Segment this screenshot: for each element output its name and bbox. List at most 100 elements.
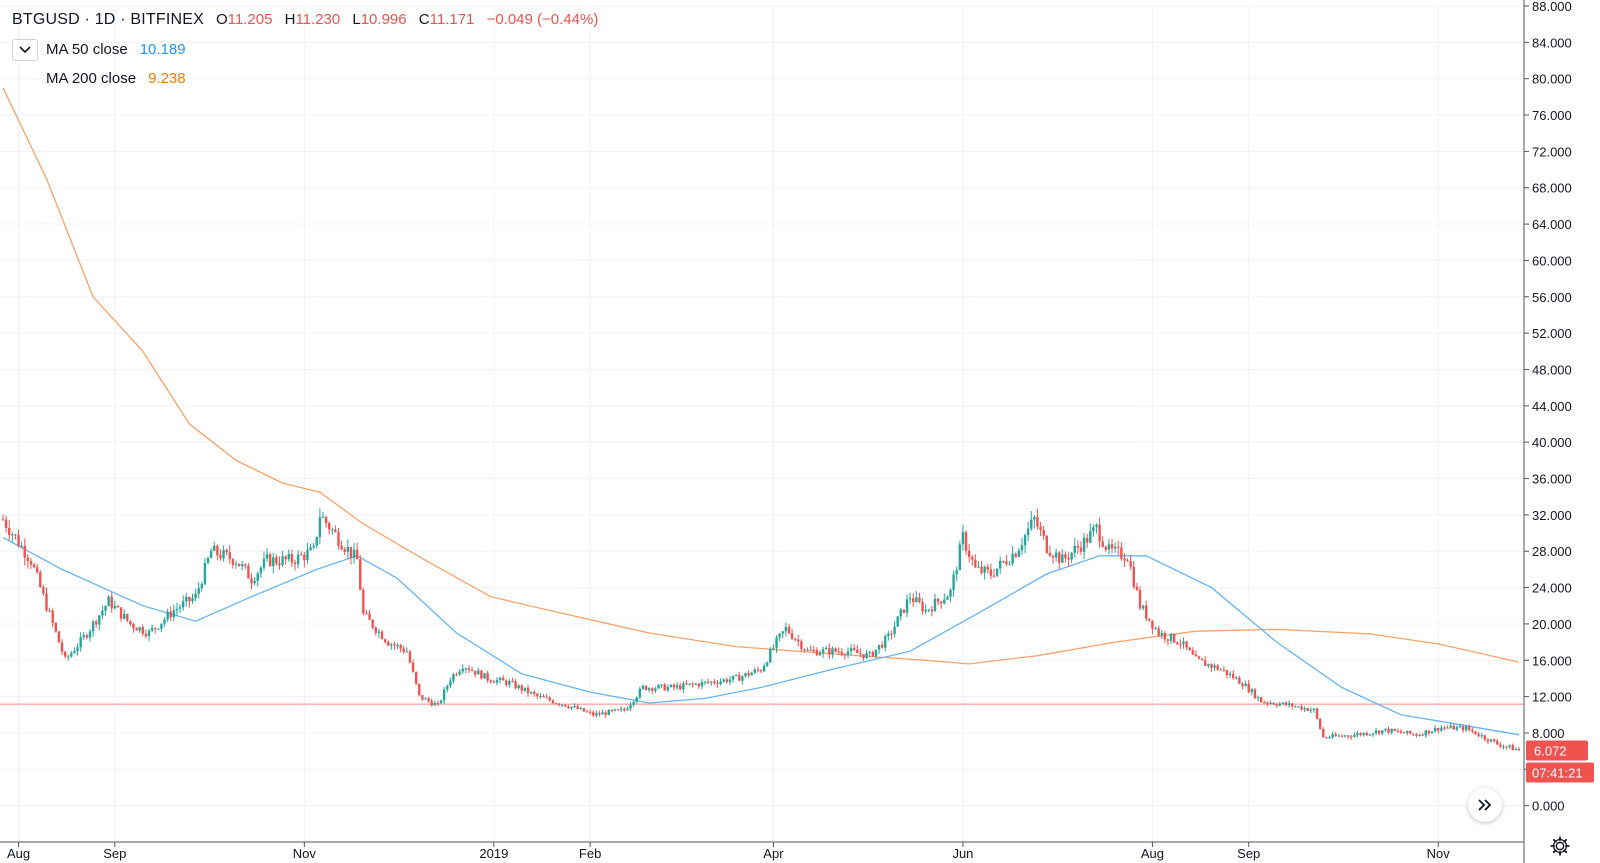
candle-body <box>1365 732 1368 736</box>
ma50-value: 10.189 <box>139 41 186 58</box>
candle-body <box>551 700 555 704</box>
candle-body <box>1197 656 1201 659</box>
countdown-text: 07:41:21 <box>1532 765 1583 780</box>
candle-body <box>8 527 11 536</box>
candle-body <box>79 637 82 648</box>
candle-body <box>166 611 169 620</box>
candle-body <box>1101 541 1104 547</box>
candle-body <box>1045 535 1049 553</box>
x-tick-label: Aug <box>7 846 30 861</box>
candle-body <box>523 687 527 691</box>
candle-body <box>750 672 753 676</box>
candle-body <box>1110 544 1114 549</box>
candle-body <box>1014 553 1017 557</box>
candle-body <box>197 588 200 594</box>
candle-body <box>703 681 707 683</box>
candle-body <box>1231 673 1235 679</box>
candle-body <box>927 609 930 611</box>
candle-body <box>418 683 421 696</box>
candle-body <box>790 633 794 639</box>
candle-body <box>200 584 204 589</box>
candle-body <box>1396 730 1400 732</box>
gear-icon[interactable] <box>1549 835 1571 857</box>
candle-body <box>119 607 123 619</box>
candle-body <box>67 656 70 658</box>
candle-body <box>1427 730 1431 734</box>
candle-body <box>194 593 197 598</box>
candle-body <box>685 683 688 685</box>
candle-body <box>1390 728 1393 733</box>
candle-body <box>1440 727 1443 731</box>
candle-body <box>1213 665 1216 668</box>
candle-body <box>1247 683 1250 693</box>
candle-body <box>1241 683 1244 687</box>
candle-body <box>1048 552 1052 556</box>
candle-body <box>610 709 614 711</box>
candle-body <box>1468 726 1471 730</box>
candle-body <box>387 642 390 646</box>
scroll-to-realtime-button[interactable] <box>1468 788 1502 822</box>
candle-body <box>1300 706 1303 710</box>
candle-body <box>1433 727 1437 732</box>
candle-body <box>1253 689 1257 699</box>
candle-body <box>293 562 297 565</box>
candle-body <box>952 574 955 590</box>
candle-body <box>455 674 458 676</box>
candle-body <box>1312 708 1316 711</box>
candle-body <box>303 554 306 561</box>
double-chevron-right-icon <box>1478 799 1492 811</box>
candle-body <box>601 712 604 715</box>
candle-body <box>1412 733 1415 735</box>
candle-body <box>390 644 393 646</box>
candle-body <box>1318 718 1322 729</box>
candle-body <box>76 647 79 652</box>
candle-body <box>1331 734 1334 738</box>
high-value: 11.230 <box>295 11 341 28</box>
candle-body <box>657 685 660 689</box>
y-tick-label: 56.000 <box>1532 290 1572 305</box>
candle-body <box>1172 633 1176 643</box>
candle-body <box>576 706 579 710</box>
candle-body <box>1256 697 1260 699</box>
candle-body <box>706 681 710 683</box>
candle-body <box>775 637 778 648</box>
x-axis-ticks: Aug Sep Nov 2019 Feb Apr Jun Aug Sep Nov <box>7 842 1450 861</box>
candle-body <box>371 619 374 628</box>
candle-body <box>1350 736 1353 738</box>
candle-body <box>520 685 523 691</box>
candle-body <box>57 631 61 643</box>
candle-body <box>731 675 735 680</box>
candle-body <box>1207 664 1210 666</box>
candle-body <box>741 676 744 681</box>
candle-body <box>284 556 287 560</box>
candle-body <box>498 677 502 680</box>
candle-body <box>35 567 39 573</box>
candle-body <box>517 685 520 689</box>
candle-body <box>719 681 722 684</box>
candle-body <box>1517 749 1521 751</box>
candle-body <box>663 684 666 691</box>
candle-body <box>539 696 542 698</box>
candle-body <box>567 706 570 708</box>
ma50-series-group <box>2 537 1520 736</box>
candle-body <box>483 673 486 679</box>
candle-body <box>1058 552 1061 563</box>
candle-body <box>626 708 629 711</box>
candle-body <box>458 671 461 675</box>
candle-body <box>1458 726 1462 728</box>
candle-body <box>1291 703 1294 707</box>
candle-body <box>374 627 377 633</box>
candle-body <box>943 599 946 604</box>
candle-body <box>1002 560 1005 562</box>
candle-body <box>446 685 449 690</box>
candle-body <box>1132 566 1135 587</box>
candle-body <box>300 554 303 556</box>
candle-body <box>380 631 384 640</box>
candle-body <box>231 559 235 565</box>
candle-body <box>1191 650 1195 655</box>
candle-body <box>383 639 387 643</box>
candle-body <box>1281 702 1285 704</box>
low-value: 10.996 <box>360 11 407 28</box>
collapse-legend-button[interactable] <box>12 39 38 61</box>
